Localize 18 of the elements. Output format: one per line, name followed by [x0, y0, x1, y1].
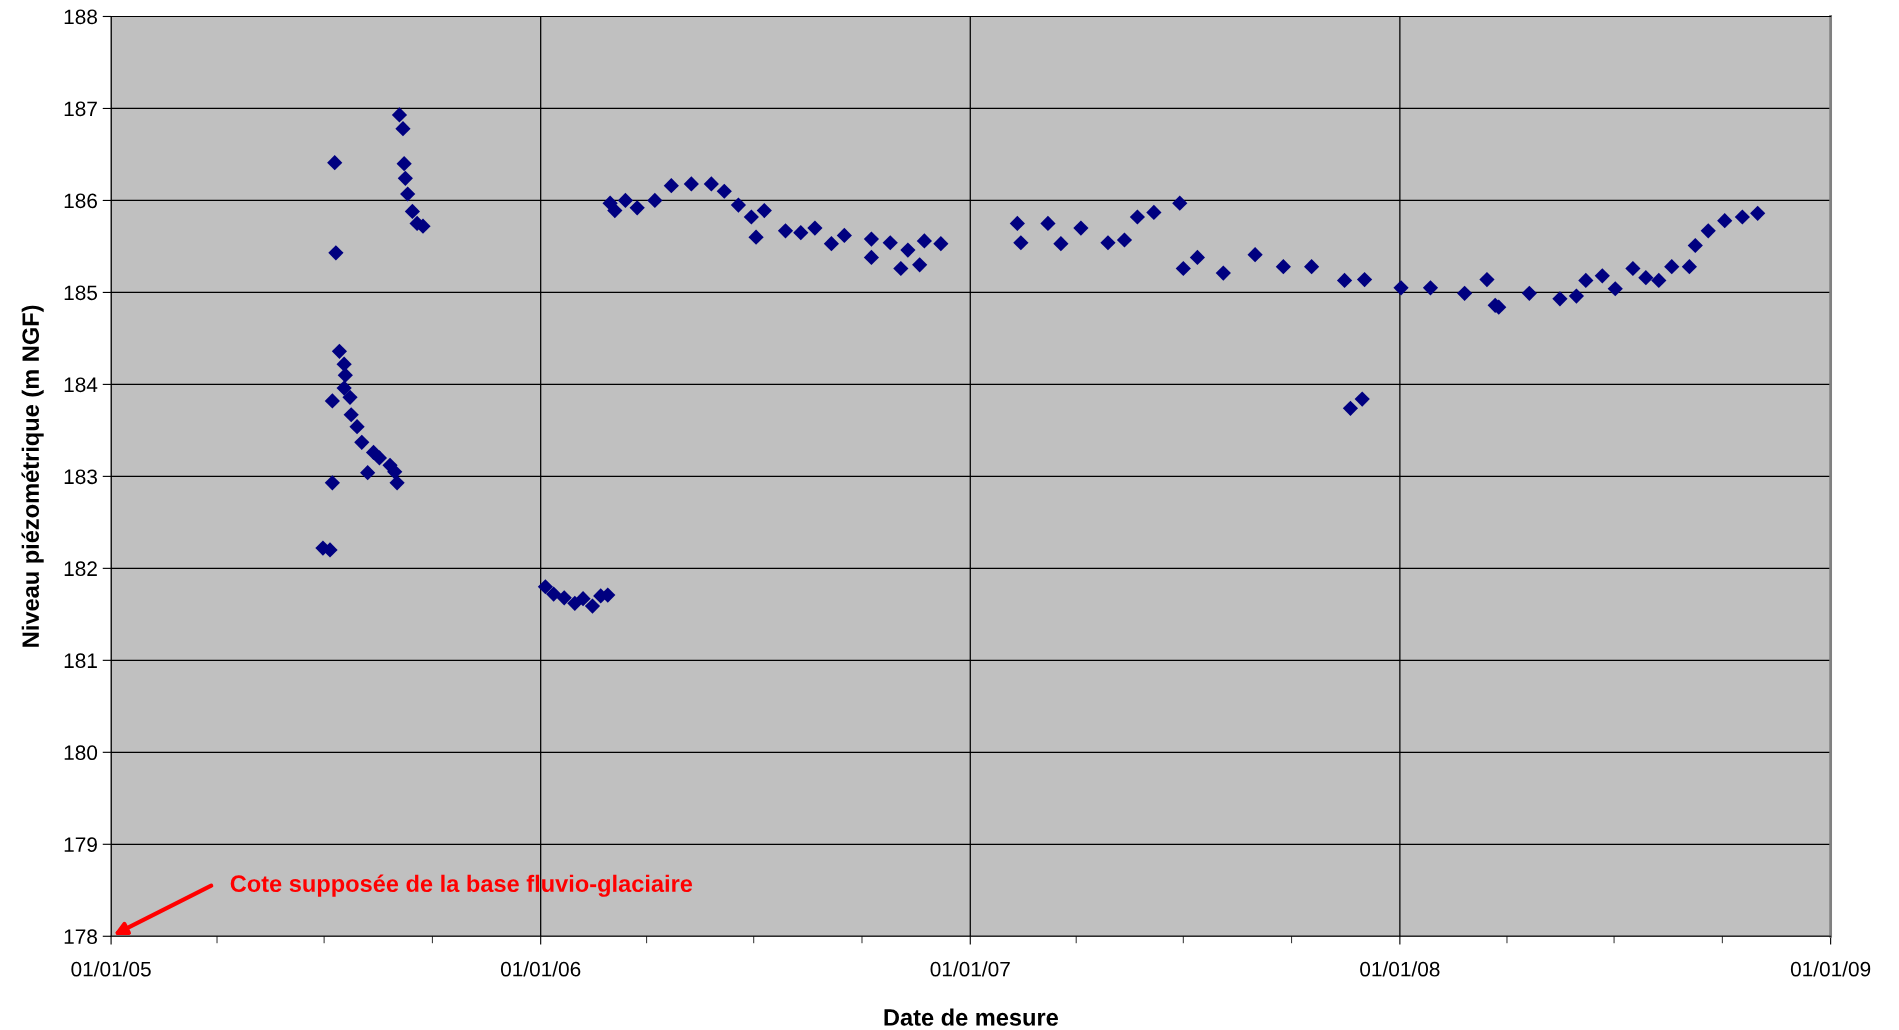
x-tick-label: 01/01/08	[1360, 961, 1440, 977]
x-tick-label: 01/01/09	[1790, 961, 1871, 977]
x-axis-title: Date de mesure	[884, 1008, 1058, 1026]
y-axis-title: Niveau piézométrique (m NGF)	[21, 305, 44, 647]
x-tick-label: 01/01/05	[71, 961, 151, 977]
y-tick-label: 182	[64, 561, 97, 577]
y-tick-label: 180	[64, 745, 98, 761]
y-tick-label: 183	[64, 469, 97, 485]
x-tick-label: 01/01/06	[500, 961, 581, 977]
x-tick-label: 01/01/07	[930, 961, 1010, 977]
y-tick-label: 181	[64, 653, 97, 669]
y-tick-label: 184	[64, 377, 98, 393]
y-tick-label: 187	[64, 101, 97, 117]
y-tick-label: 179	[64, 837, 97, 853]
y-tick-label: 185	[64, 285, 98, 301]
y-tick-label: 186	[64, 193, 97, 209]
y-tick-label: 188	[64, 9, 97, 25]
y-tick-label: 178	[64, 929, 97, 945]
